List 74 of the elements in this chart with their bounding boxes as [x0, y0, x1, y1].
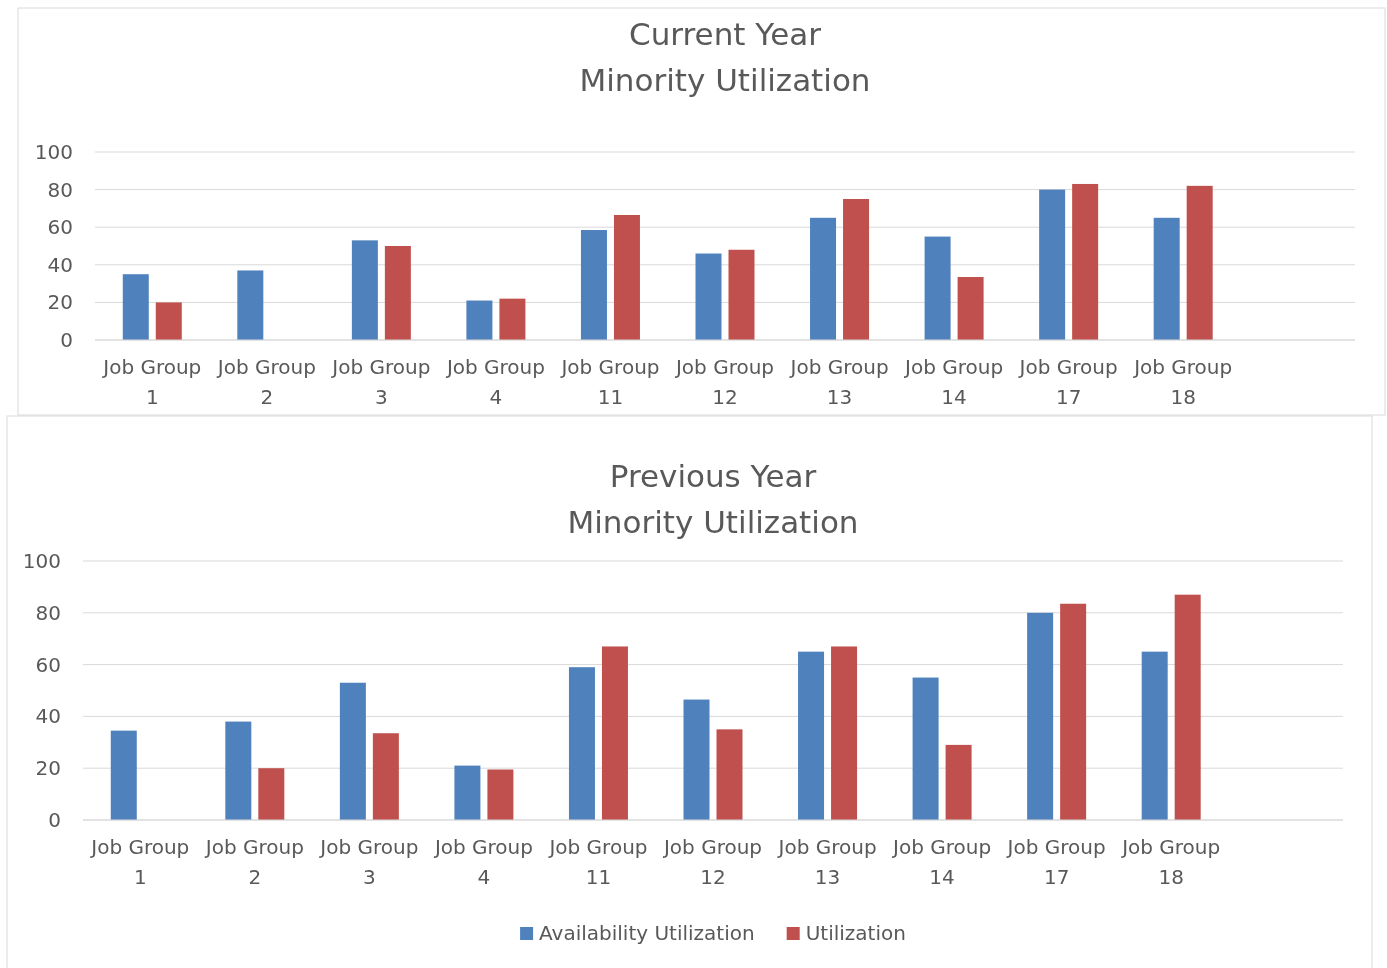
x-tick-label: Job Group 11 — [559, 355, 660, 410]
bar — [580, 230, 607, 340]
bar — [258, 768, 285, 820]
x-tick-label: Job Group 2 — [203, 835, 304, 890]
y-tick-label: 60 — [35, 652, 61, 677]
bar — [384, 246, 411, 340]
bar — [454, 765, 481, 820]
y-tick-label: 60 — [47, 215, 73, 240]
bar — [499, 298, 526, 340]
bar — [351, 240, 378, 340]
bar — [810, 217, 837, 340]
y-tick-label: 80 — [35, 600, 61, 625]
x-tick-label: Job Group 14 — [903, 355, 1004, 410]
y-tick-label: 0 — [48, 807, 61, 832]
bar — [339, 682, 366, 820]
bar — [225, 721, 252, 820]
x-tick-label: Job Group 18 — [1120, 835, 1221, 890]
bar — [831, 646, 858, 820]
y-tick-label: 100 — [34, 139, 73, 164]
x-tick-label: Job Group 1 — [101, 355, 202, 410]
y-tick-label: 80 — [47, 177, 73, 202]
bar — [957, 277, 984, 340]
bar — [601, 646, 628, 820]
x-tick-label: Job Group 12 — [661, 835, 763, 890]
y-tick-label: 20 — [47, 290, 73, 315]
bar — [912, 677, 939, 820]
x-tick-label: Job Group 3 — [330, 355, 431, 410]
bar — [613, 214, 640, 340]
x-tick-label: Job Group 17 — [1005, 835, 1106, 890]
bar — [945, 744, 972, 820]
bar — [237, 270, 264, 340]
x-tick-label: Job Group 17 — [1017, 355, 1118, 410]
bar — [683, 699, 710, 820]
bar — [155, 302, 182, 340]
bar — [487, 769, 514, 820]
y-tick-label: 20 — [35, 756, 61, 781]
x-tick-label: Job Group 11 — [547, 835, 648, 890]
bar — [695, 253, 722, 340]
bar — [728, 249, 755, 340]
x-tick-label: Job Group 13 — [776, 835, 877, 890]
bar — [568, 667, 595, 820]
bar — [1072, 183, 1099, 340]
bar — [122, 274, 149, 340]
y-tick-label: 100 — [22, 548, 61, 573]
y-tick-label: 0 — [60, 327, 73, 352]
bar — [1141, 651, 1168, 820]
bar — [1027, 612, 1054, 820]
x-tick-label: Job Group 13 — [788, 355, 889, 410]
bar — [1153, 217, 1180, 340]
bar — [798, 651, 825, 820]
bar — [1060, 603, 1087, 820]
bar — [466, 300, 493, 340]
y-tick-label: 40 — [47, 252, 73, 277]
legend-label: Availability Utilization — [539, 920, 755, 945]
x-tick-label: Job Group 4 — [432, 835, 533, 890]
bar — [1186, 185, 1213, 340]
x-tick-label: Job Group 4 — [444, 355, 545, 410]
x-tick-label: Job Group 18 — [1132, 355, 1233, 410]
bar — [1174, 594, 1201, 820]
x-tick-label: Job Group 12 — [673, 355, 775, 410]
chart-title: Previous Year Minority Utilization — [567, 457, 859, 540]
x-tick-label: Job Group 1 — [89, 835, 190, 890]
bar — [110, 730, 137, 820]
bar — [843, 199, 870, 340]
bar — [372, 733, 399, 820]
x-tick-label: Job Group 2 — [215, 355, 316, 410]
x-tick-label: Job Group 14 — [891, 835, 992, 890]
bar — [1039, 189, 1066, 340]
x-tick-label: Job Group 3 — [318, 835, 419, 890]
legend-label: Utilization — [805, 920, 906, 945]
bar — [924, 236, 951, 340]
bar — [716, 729, 743, 820]
chart-title: Current Year Minority Utilization — [579, 15, 871, 98]
y-tick-label: 40 — [35, 704, 61, 729]
